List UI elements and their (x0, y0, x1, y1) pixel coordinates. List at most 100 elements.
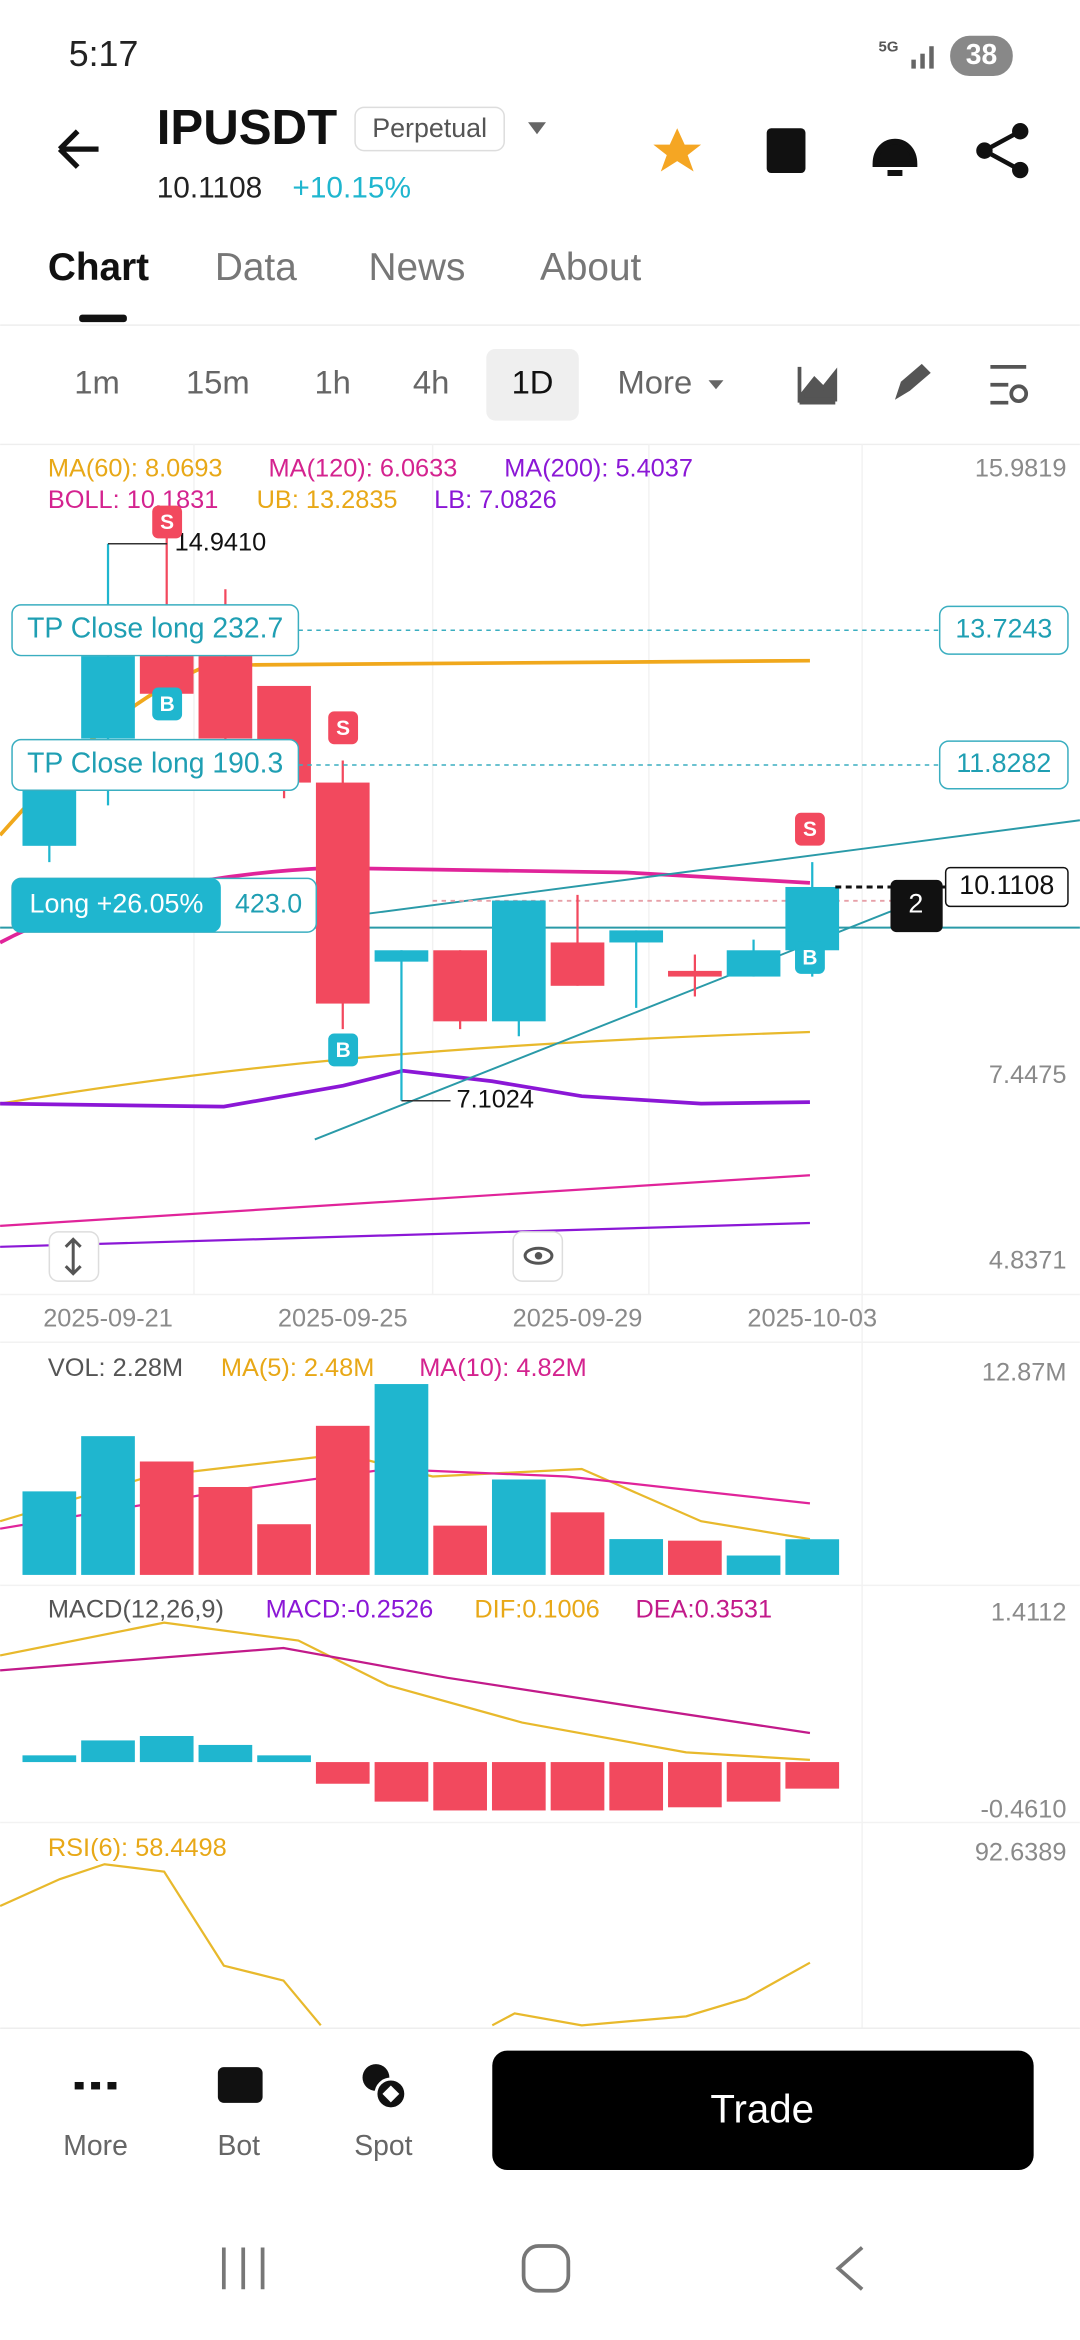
candle-body (609, 930, 664, 943)
alert-icon[interactable] (872, 138, 918, 176)
candle-body (433, 950, 487, 1022)
order-price: 11.8282 (956, 748, 1051, 778)
order-price-box (938, 605, 1069, 655)
trade-marker (795, 941, 825, 974)
visibility-button[interactable] (512, 1231, 564, 1282)
interval[interactable]: 15m (186, 363, 250, 400)
interval[interactable]: More (617, 363, 692, 400)
draw-icon[interactable] (894, 363, 931, 400)
y-tick-label: 15.9819 (975, 454, 1067, 482)
volume-bar (257, 1524, 311, 1575)
candle-body (785, 886, 840, 951)
macd-bar (374, 1762, 429, 1802)
position-count-box (890, 879, 943, 933)
scale-button[interactable] (48, 1231, 100, 1282)
battery (950, 35, 1013, 77)
candle-body (315, 782, 370, 1004)
nav-label[interactable]: Spot (354, 2130, 412, 2162)
interval[interactable]: 1D (512, 363, 554, 400)
macd-bar (668, 1762, 722, 1808)
macd-bar (22, 1755, 77, 1763)
order-box (11, 604, 300, 657)
candle-body (668, 970, 722, 977)
candle-body (198, 656, 253, 739)
candle-body (726, 950, 781, 977)
interval[interactable]: 1m (74, 363, 120, 400)
macd-bar (81, 1740, 135, 1763)
bot-icon[interactable] (217, 2067, 263, 2103)
candle-body (22, 790, 77, 846)
tab-indicator (79, 314, 127, 323)
ma-text: MA(200): 5.4037 (504, 454, 693, 482)
vol-text: MA(10): 4.82M (419, 1354, 587, 1382)
interval[interactable]: 4h (413, 363, 449, 400)
grid (0, 444, 1080, 2029)
boll-text: UB: 13.2835 (257, 486, 398, 514)
status-time: 5:17 (69, 34, 139, 74)
trade-marker-label: B (160, 693, 175, 716)
dropdown[interactable] (528, 122, 546, 135)
candle-body (81, 656, 135, 739)
trade-button[interactable] (492, 2050, 1034, 2170)
trade-marker-label: S (160, 511, 174, 534)
volume-bar (81, 1436, 135, 1575)
change: +10.15% (292, 171, 411, 204)
macd-text: MACD:-0.2526 (266, 1595, 434, 1623)
volume-bar (374, 1384, 429, 1575)
favorite[interactable] (653, 128, 702, 172)
order-label: TP Close long 232.7 (27, 613, 283, 645)
symbol: IPUSDT (157, 100, 337, 155)
trade-marker-label: B (802, 946, 817, 969)
x-tick-label: 2025-09-25 (278, 1305, 408, 1333)
trade-marker (152, 505, 183, 539)
nav-label[interactable]: More (63, 2130, 128, 2162)
macd-bar (315, 1762, 370, 1784)
trade-label[interactable]: Trade (710, 2086, 814, 2131)
volume-bar (22, 1491, 77, 1575)
macd-bar (726, 1762, 781, 1802)
share-icon[interactable] (976, 123, 1029, 179)
tab[interactable]: Data (215, 246, 297, 289)
interval[interactable]: 1h (314, 363, 350, 400)
trade-marker-label: S (336, 717, 350, 740)
last-price: 10.1108 (959, 870, 1054, 900)
boll-text: LB: 7.0826 (434, 486, 557, 514)
x-tick-label: 2025-10-03 (747, 1305, 877, 1333)
macd-bar (491, 1762, 546, 1811)
chart-type-icon[interactable] (797, 366, 838, 405)
macd-bar (198, 1744, 253, 1763)
volume-bar (668, 1540, 722, 1575)
macd-text: DEA:0.3531 (635, 1595, 772, 1623)
trade-marker (328, 1033, 359, 1067)
order-label: TP Close long 190.3 (27, 747, 283, 779)
rsi-text: RSI(6): 58.4498 (48, 1834, 227, 1862)
settings-icon[interactable] (990, 365, 1029, 405)
macd-bar (433, 1762, 487, 1811)
macd-text: DIF:0.1006 (474, 1595, 599, 1623)
volume-bar (609, 1539, 664, 1575)
macd-text: MACD(12,26,9) (48, 1595, 224, 1623)
notes-icon[interactable] (766, 128, 806, 174)
volume-bar (198, 1486, 253, 1575)
back-button[interactable] (57, 129, 99, 169)
x-tick-label: 2025-09-21 (43, 1305, 173, 1333)
tab[interactable]: News (368, 246, 465, 289)
vol-text: MA(5): 2.48M (221, 1354, 375, 1382)
dropdown[interactable] (708, 380, 724, 390)
position-label-bg (12, 878, 221, 933)
volume-bar (315, 1425, 370, 1575)
more-icon[interactable] (74, 2081, 117, 2090)
nav-label[interactable]: Bot (217, 2130, 260, 2162)
order-price: 13.7243 (955, 613, 1052, 643)
trade-marker-label: S (803, 818, 817, 841)
trade-marker (795, 812, 825, 846)
tab[interactable]: About (540, 246, 642, 289)
tab[interactable]: Chart (48, 246, 149, 289)
y-tick-label: 4.8371 (989, 1246, 1067, 1274)
macd-bar (609, 1762, 664, 1811)
signal-icon (911, 46, 934, 69)
y-tick-label: 92.6389 (975, 1839, 1067, 1867)
spot-icon[interactable] (362, 2064, 408, 2111)
y-tick-label: 1.4112 (991, 1598, 1067, 1626)
